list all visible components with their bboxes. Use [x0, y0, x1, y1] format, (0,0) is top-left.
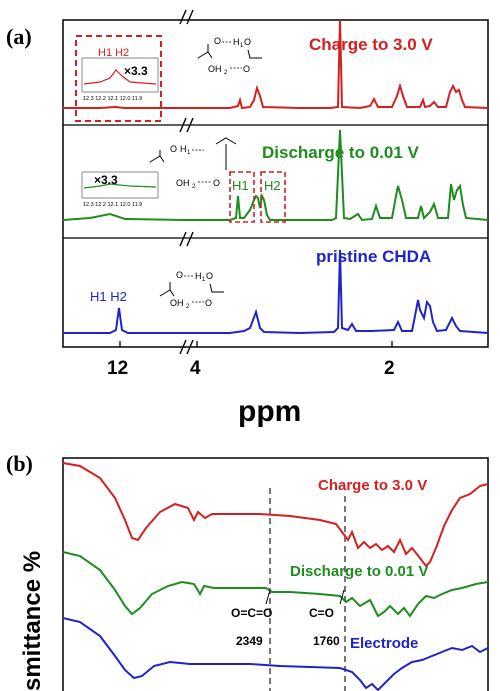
ir-discharge: [62, 551, 489, 618]
mol-top-oh2: OH: [208, 64, 222, 74]
annot-value-2349: 2349: [236, 634, 263, 648]
tick-12: 12: [107, 358, 128, 379]
annot-value-1760: 1760: [313, 634, 340, 648]
annot-label-2349: O=C=O: [231, 606, 272, 620]
mol-top-o3: O: [243, 64, 250, 74]
mol-top-sub1: 1: [240, 43, 244, 49]
panel-a-frame: [62, 19, 489, 348]
inset-top-ticks: 12.3 12.2 12.1 12.0 11.9: [83, 96, 142, 102]
mol-bot-sub1: 1: [202, 277, 206, 283]
inset-top-scale: ×3.3: [124, 64, 148, 78]
inset-mid-ticks: 12.3 12.2 12.1 12.0 11.9: [83, 202, 142, 208]
ir-charge: [62, 462, 489, 568]
mol-bot-o1: O: [176, 270, 183, 280]
peak-label-h1: H1: [232, 178, 249, 193]
mol-top-o1: O: [214, 36, 221, 46]
panel-a-label: (a): [6, 24, 32, 49]
mol-mid-h1: H: [180, 144, 187, 154]
inset-mid-frame: [81, 171, 159, 199]
annot-label-1760: C=O: [309, 606, 334, 620]
ir-electrode: [62, 617, 489, 691]
inset-mid-trace: [83, 183, 157, 189]
inset-top-trace: [83, 69, 157, 85]
peak-box-h1: [229, 171, 255, 223]
spectrum-discharge-label: Discharge to 0.01 V: [262, 143, 420, 162]
molecule-pristine: O H 1 O OH 2 O: [159, 270, 224, 310]
annot-arrow-2349: [265, 589, 271, 605]
annot-arrow-1760: [339, 589, 345, 605]
spectrum-pristine: [63, 249, 489, 335]
mol-mid-sub1: 1: [187, 150, 191, 156]
molecule-discharge: O H 1 OH 2 O: [149, 137, 237, 190]
mol-bot-h1: H: [195, 271, 202, 281]
mol-mid-sub2: 2: [192, 184, 196, 190]
bottom-peaks-label: H1 H2: [90, 289, 127, 304]
mol-bot-o2: O: [206, 271, 213, 281]
mol-top-o2: O: [244, 37, 251, 47]
ir-electrode-label: Electrode: [350, 635, 418, 652]
ir-charge-label: Charge to 3.0 V: [318, 477, 427, 494]
mol-mid-o1: O: [170, 144, 177, 154]
inset-top-frame: [81, 57, 159, 93]
mol-bot-sub2: 2: [186, 304, 190, 310]
panel-b-frame: [62, 457, 489, 691]
tick-2: 2: [384, 358, 395, 379]
mol-bot-o3: O: [205, 298, 212, 308]
spectrum-charge-label: Charge to 3.0 V: [309, 35, 433, 54]
axis-title-ppm: ppm: [238, 395, 301, 428]
mol-mid-oh2: OH: [176, 178, 190, 188]
tick-4: 4: [190, 358, 201, 379]
mol-top-sub2: 2: [224, 70, 228, 76]
peak-label-h2: H2: [264, 178, 281, 193]
mol-top-h1: H: [233, 37, 240, 47]
inset-top-peaks: H1 H2: [98, 47, 129, 59]
inset-highlight-box: [75, 35, 162, 122]
mol-bot-oh2: OH: [170, 298, 184, 308]
ir-discharge-label: Discharge to 0.01 V: [290, 563, 428, 580]
panel-a-ticks: [119, 341, 393, 347]
spectrum-pristine-label: pristine CHDA: [316, 247, 431, 266]
panel-b-label: (b): [6, 451, 33, 476]
spectrum-charge: [63, 19, 489, 110]
mol-mid-o3: O: [213, 178, 220, 188]
axis-break-marks: [179, 9, 194, 355]
panel-b-ylabel: smittance %: [19, 551, 46, 691]
inset-mid-scale: ×3.3: [94, 173, 118, 187]
peak-box-h2: [260, 171, 286, 223]
molecule-charge: O H 1 O OH 2 O: [197, 36, 262, 76]
spectrum-discharge: [62, 129, 489, 222]
